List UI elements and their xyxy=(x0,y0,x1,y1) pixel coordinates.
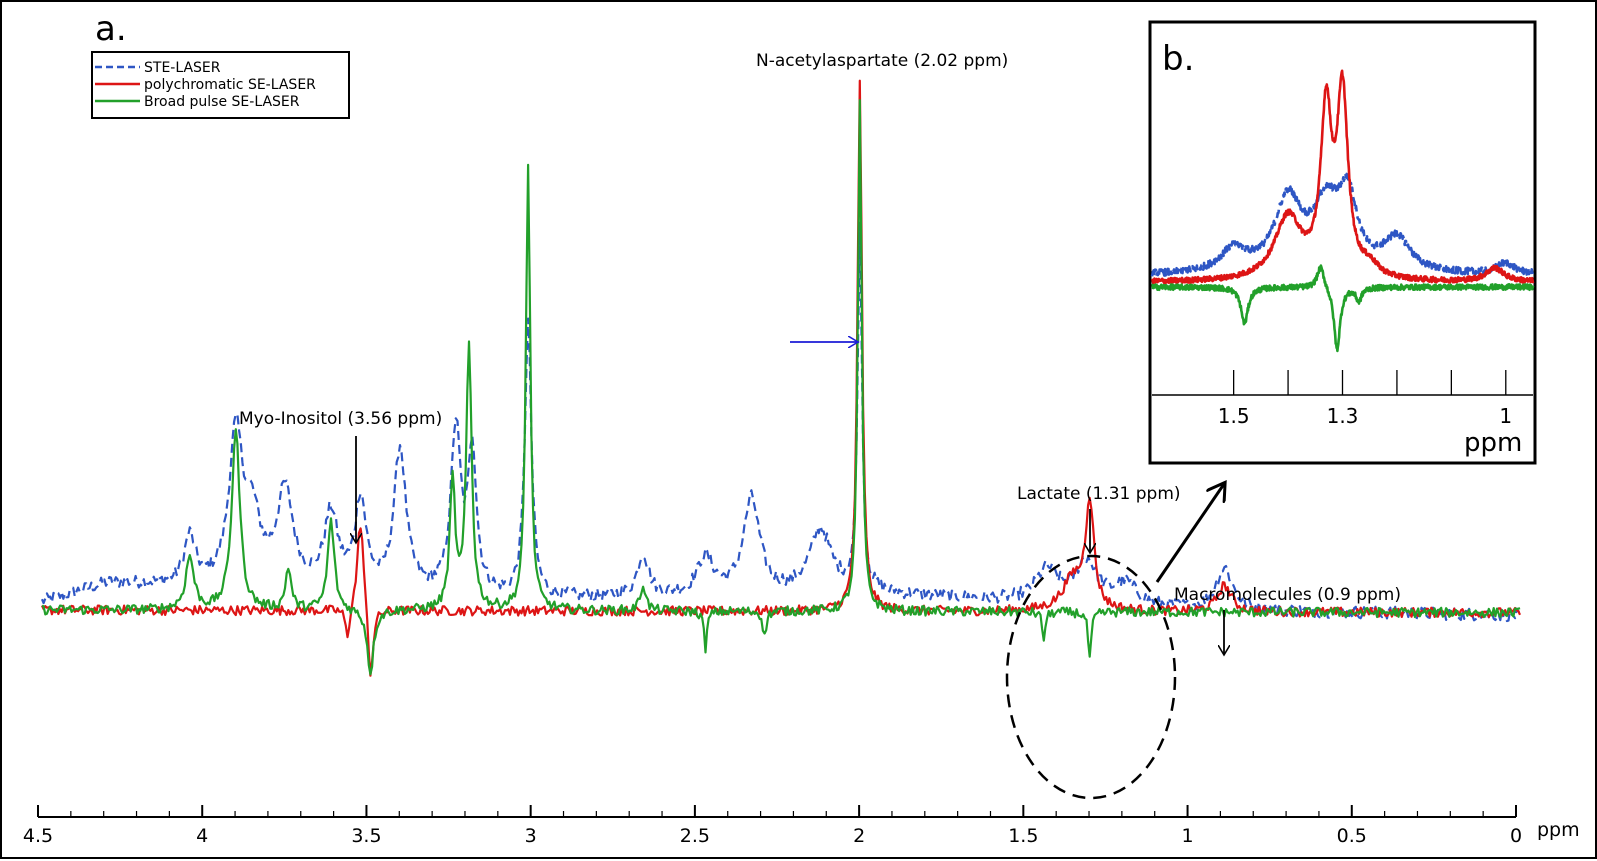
main-x-axis: 4.5 4 3.5 3 2.5 2 1.5 1 0.5 0 xyxy=(23,805,1522,847)
annotation-naa: N-acetylaspartate (2.02 ppm) xyxy=(756,51,1008,71)
main-axis-tick-label: 2 xyxy=(853,825,865,847)
inset-panel: b. 1.5 1.3 1 ppm xyxy=(1148,20,1537,465)
series-line-broad-pulse-se-laser xyxy=(41,99,1521,676)
arrow-to-inset xyxy=(1155,484,1224,583)
inset-frame xyxy=(1148,20,1537,465)
inset-series-group xyxy=(1150,69,1535,353)
main-x-axis-label: ppm xyxy=(1537,819,1580,841)
legend-entry-ste: STE-LASER xyxy=(144,60,221,76)
annotation-myo-inositol: Myo-Inositol (3.56 ppm) xyxy=(239,409,442,429)
main-axis-tick-label: 1.5 xyxy=(1008,825,1038,847)
inset-axis-tick-label: 1.5 xyxy=(1218,404,1250,428)
panel-label-b: b. xyxy=(1162,39,1194,79)
annotation-macromolecules: Macromolecules (0.9 ppm) xyxy=(1174,585,1401,605)
main-axis-tick-label: 3.5 xyxy=(351,825,381,847)
legend-entry-broad: Broad pulse SE-LASER xyxy=(144,94,300,110)
main-axis-tick-label: 0.5 xyxy=(1337,825,1367,847)
legend: STE-LASER polychromatic SE-LASER Broad p… xyxy=(91,51,350,119)
series-line-ste-laser xyxy=(1150,172,1535,278)
inset-axis-tick-label: 1.3 xyxy=(1327,404,1359,428)
main-axis-tick-label: 3 xyxy=(525,825,537,847)
lactate-highlight-ellipse xyxy=(1005,554,1177,800)
main-axis-tick-label: 2.5 xyxy=(680,825,710,847)
series-line-polychromatic-se-laser xyxy=(1150,69,1535,285)
annotation-lactate: Lactate (1.31 ppm) xyxy=(1017,484,1181,504)
legend-entry-polychromatic: polychromatic SE-LASER xyxy=(144,77,316,93)
panel-label-a: a. xyxy=(95,9,127,49)
series-line-broad-pulse-se-laser xyxy=(1151,264,1535,353)
main-series-group xyxy=(40,79,1522,677)
main-axis-tick-label: 4 xyxy=(196,825,208,847)
main-axis-tick-label: 0 xyxy=(1510,825,1522,847)
inset-x-axis-label: ppm xyxy=(1464,428,1522,458)
main-axis-tick-label: 1 xyxy=(1182,825,1194,847)
main-axis-tick-label: 4.5 xyxy=(23,825,53,847)
inset-x-axis: 1.5 1.3 1 xyxy=(1152,370,1533,428)
inset-axis-tick-label: 1 xyxy=(1499,404,1512,428)
